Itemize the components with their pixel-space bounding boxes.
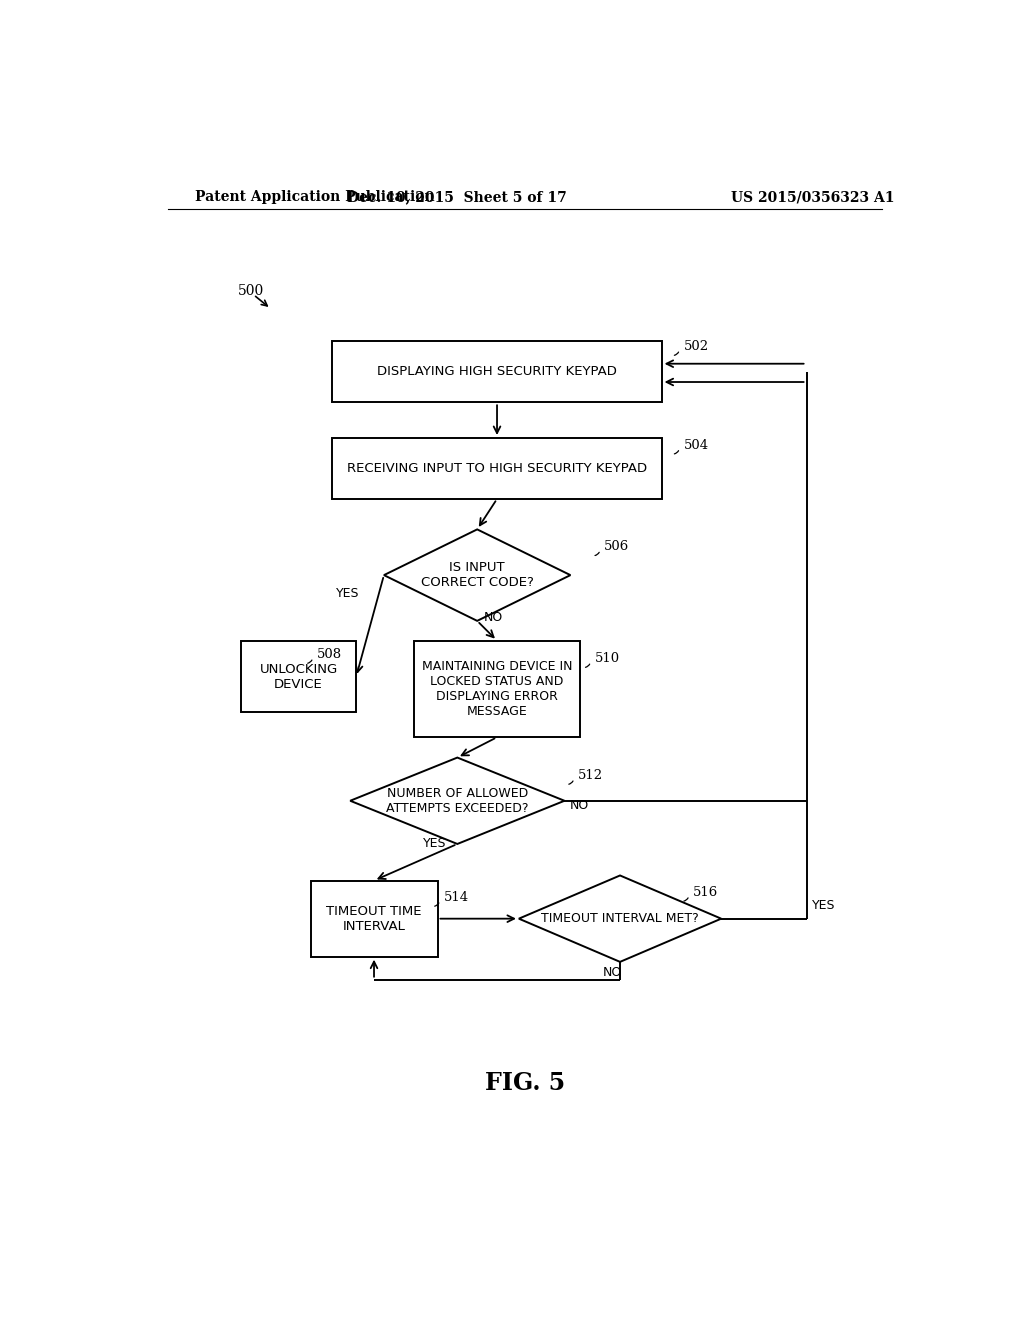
FancyBboxPatch shape bbox=[333, 438, 662, 499]
Text: YES: YES bbox=[336, 587, 359, 599]
Text: 510: 510 bbox=[595, 652, 620, 665]
Text: NO: NO bbox=[570, 800, 589, 812]
Text: 512: 512 bbox=[578, 768, 603, 781]
Text: 502: 502 bbox=[684, 341, 709, 352]
Text: 516: 516 bbox=[693, 886, 718, 899]
Text: YES: YES bbox=[423, 837, 446, 850]
Text: TIMEOUT TIME
INTERVAL: TIMEOUT TIME INTERVAL bbox=[327, 904, 422, 933]
Text: 500: 500 bbox=[238, 284, 264, 297]
FancyBboxPatch shape bbox=[333, 342, 662, 403]
Text: FIG. 5: FIG. 5 bbox=[484, 1072, 565, 1096]
Polygon shape bbox=[350, 758, 564, 843]
FancyBboxPatch shape bbox=[414, 640, 581, 738]
Text: 514: 514 bbox=[443, 891, 469, 904]
Text: DISPLAYING HIGH SECURITY KEYPAD: DISPLAYING HIGH SECURITY KEYPAD bbox=[377, 366, 617, 379]
Polygon shape bbox=[519, 875, 721, 962]
Text: 506: 506 bbox=[604, 540, 630, 553]
Text: IS INPUT
CORRECT CODE?: IS INPUT CORRECT CODE? bbox=[421, 561, 534, 589]
FancyBboxPatch shape bbox=[241, 642, 356, 713]
Text: NO: NO bbox=[602, 966, 622, 979]
Text: YES: YES bbox=[812, 899, 836, 912]
Text: TIMEOUT INTERVAL MET?: TIMEOUT INTERVAL MET? bbox=[541, 912, 699, 925]
Text: UNLOCKING
DEVICE: UNLOCKING DEVICE bbox=[259, 663, 338, 690]
Text: NO: NO bbox=[483, 611, 503, 623]
Text: Dec. 10, 2015  Sheet 5 of 17: Dec. 10, 2015 Sheet 5 of 17 bbox=[347, 190, 567, 205]
Text: MAINTAINING DEVICE IN
LOCKED STATUS AND
DISPLAYING ERROR
MESSAGE: MAINTAINING DEVICE IN LOCKED STATUS AND … bbox=[422, 660, 572, 718]
Text: Patent Application Publication: Patent Application Publication bbox=[196, 190, 435, 205]
Text: 504: 504 bbox=[684, 438, 709, 451]
Polygon shape bbox=[384, 529, 570, 620]
Text: US 2015/0356323 A1: US 2015/0356323 A1 bbox=[731, 190, 895, 205]
Text: NUMBER OF ALLOWED
ATTEMPTS EXCEEDED?: NUMBER OF ALLOWED ATTEMPTS EXCEEDED? bbox=[386, 787, 528, 814]
Text: RECEIVING INPUT TO HIGH SECURITY KEYPAD: RECEIVING INPUT TO HIGH SECURITY KEYPAD bbox=[347, 462, 647, 475]
Text: 508: 508 bbox=[316, 648, 342, 661]
FancyBboxPatch shape bbox=[310, 880, 437, 957]
